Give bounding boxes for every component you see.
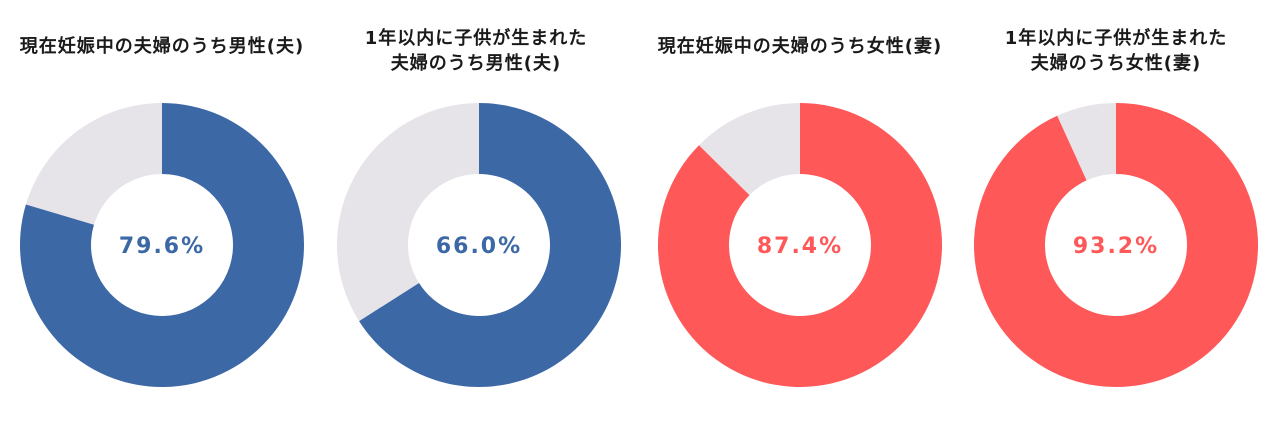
donut-value-slice-4 <box>974 103 1258 387</box>
donut-value-slice-1 <box>20 103 305 388</box>
chart-title-1: 現在妊娠中の夫婦のうち男性(夫) <box>19 36 305 57</box>
donut-remainder-slice-1 <box>25 103 162 225</box>
donut-center-label-2: 66.0% <box>436 234 522 259</box>
chart-title-3: 現在妊娠中の夫婦のうち女性(妻) <box>657 36 943 57</box>
donut-remainder-slice-4 <box>1057 103 1116 181</box>
chart-title-4: 1年以内に子供が生まれた 夫婦のうち女性(妻) <box>1004 28 1228 74</box>
chart-title-2: 1年以内に子供が生まれた 夫婦のうち男性(夫) <box>364 28 588 74</box>
donut-center-label-1: 79.6% <box>119 234 205 259</box>
donut-center-label-3: 87.4% <box>757 234 843 259</box>
donut-remainder-slice-2 <box>337 102 479 322</box>
donut-center-label-4: 93.2% <box>1073 234 1159 259</box>
donut-remainder-slice-3 <box>698 103 800 196</box>
donut-value-slice-3 <box>658 103 942 387</box>
donut-value-slice-2 <box>359 103 622 387</box>
